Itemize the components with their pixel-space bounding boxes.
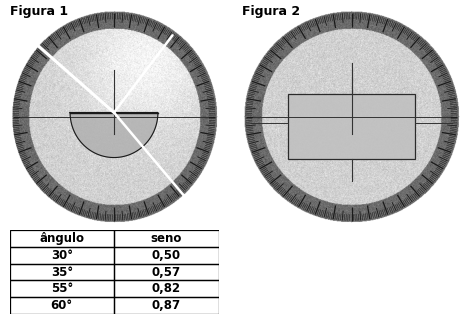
Text: 0,82: 0,82 bbox=[152, 282, 181, 295]
Text: ângulo: ângulo bbox=[39, 232, 84, 245]
Text: 0,57: 0,57 bbox=[152, 266, 181, 278]
Bar bbox=[288, 94, 415, 159]
Polygon shape bbox=[70, 113, 158, 157]
Text: 35°: 35° bbox=[51, 266, 73, 278]
Bar bbox=[10, 280, 114, 297]
Text: Figura 2: Figura 2 bbox=[242, 5, 300, 18]
Bar bbox=[10, 297, 114, 314]
Bar bbox=[10, 230, 114, 247]
Bar bbox=[114, 280, 218, 297]
Text: 0,87: 0,87 bbox=[152, 299, 181, 312]
Text: 55°: 55° bbox=[51, 282, 73, 295]
Text: seno: seno bbox=[151, 232, 182, 245]
Bar bbox=[114, 230, 218, 247]
Text: 60°: 60° bbox=[51, 299, 73, 312]
Bar bbox=[10, 247, 114, 264]
Bar bbox=[10, 264, 114, 280]
Bar bbox=[114, 247, 218, 264]
Text: 0,50: 0,50 bbox=[152, 249, 181, 262]
Text: Figura 1: Figura 1 bbox=[10, 5, 67, 18]
Text: 30°: 30° bbox=[51, 249, 73, 262]
Bar bbox=[114, 264, 218, 280]
Bar bbox=[114, 297, 218, 314]
